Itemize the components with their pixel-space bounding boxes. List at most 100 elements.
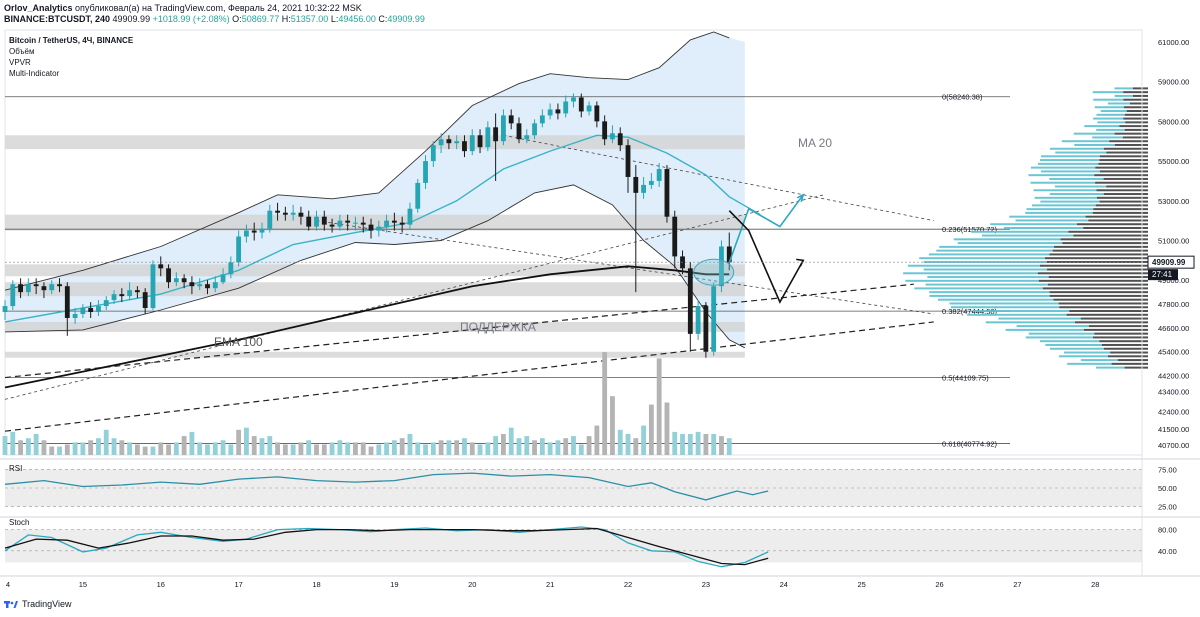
candle-body [298,212,304,217]
zone-0 [5,135,745,150]
volume-bar [633,438,639,455]
annotation-ma20: MA 20 [798,136,832,150]
candle [430,141,436,168]
volume-bar [454,440,460,455]
volume-bar [602,352,608,455]
volume-bar [493,436,499,455]
candle-body [415,182,421,209]
stoch-level-label: 80.00 [1158,526,1177,535]
candle-body [360,222,366,225]
trendline-support-lower [4,321,934,432]
vpvr-bar-up [1049,177,1104,180]
candle-body [563,101,569,114]
price-tick: 58000.00 [1158,117,1189,126]
vpvr-bar-up [1093,117,1124,120]
candle-body [469,135,475,152]
price-tick: 61000.00 [1158,38,1189,47]
vpvr-bar-down [1059,306,1148,309]
volume-bar [610,396,615,455]
candle-body [524,135,530,140]
candle-body [49,284,55,291]
candle-body [306,216,312,227]
close-label: C: [378,14,388,24]
candle [236,230,242,267]
candle-body [33,284,39,287]
tradingview-footer[interactable]: TradingView [4,599,72,609]
rsi-band [5,469,1142,507]
volume-bar [586,436,592,455]
vpvr-bar-down [1114,143,1148,146]
volume-bar [134,444,140,455]
fib-label-0: 0(58240.38) [942,93,983,102]
volume-bar [625,434,631,455]
vpvr-bar-down [1122,136,1148,139]
volume-bar [244,427,249,455]
indicator-volume[interactable]: Объём [9,47,35,56]
candle-body [251,230,257,233]
candle-body [57,284,62,287]
vpvr-bar-up [1097,121,1126,124]
candle [134,286,140,299]
vpvr-bar-up [1100,110,1127,113]
vpvr-bar-up [1096,128,1125,131]
vpvr-bar-up [1037,162,1099,165]
vpvr-bar-down [1088,325,1148,328]
low-label: L: [330,14,339,24]
indicator-vpvr[interactable]: VPVR [9,58,31,67]
vpvr-bar-down [1038,279,1148,282]
vpvr-bar-up [1093,98,1124,101]
candle [337,214,343,231]
bollinger-lower [4,184,746,349]
candle [695,300,701,340]
vpvr-bar-up [1067,362,1112,365]
vpvr-bar-down [1073,234,1148,237]
vpvr-bar-down [1088,219,1148,222]
volume-bar [88,440,94,455]
x-tick: 24 [780,580,788,589]
candle [532,119,537,140]
candle-body [555,109,561,114]
candle [88,302,94,318]
x-tick: 28 [1091,580,1099,589]
volume-bar [711,434,717,455]
candle-body [695,306,701,334]
candle [111,290,117,305]
stoch-d-line [4,527,769,566]
vpvr-bar-up [1096,113,1125,116]
candle-body [189,282,195,287]
projection-bullish [728,194,804,263]
vpvr-bar-down [1066,313,1148,316]
vpvr-bar-down [1132,94,1148,97]
candle-body [345,220,351,223]
volume-bar [72,442,78,455]
candle-body [664,169,670,217]
price-tick: 41500.00 [1158,425,1189,434]
volume-bar [41,440,47,455]
vpvr-bar-up [919,257,1046,260]
candle [633,165,639,293]
vpvr-bar-up [1030,166,1096,169]
volume-bar [687,434,693,455]
trendline-channel [4,194,824,400]
last-price-tag [1147,255,1195,269]
volume-bar [485,442,491,455]
vpvr-bar-up [1016,325,1089,328]
fib-label-4: 0.618(40774.92) [942,440,998,449]
candle-body [610,133,615,140]
volume-bar [430,442,436,455]
x-tick: 21 [546,580,554,589]
candle-body [462,141,467,152]
vpvr-bar-down [1049,291,1148,294]
candle [656,163,662,187]
candle-body [10,284,16,307]
candle [2,300,8,320]
x-tick: 18 [312,580,320,589]
volume-bar [641,425,647,455]
volume-bar [64,444,70,455]
price-change: +1018.99 (+2.08%) [152,14,230,24]
vpvr-bar-down [1080,317,1148,320]
candle-body [617,133,623,146]
volume-bar [166,444,171,455]
indicator-multi[interactable]: Multi-Indicator [9,69,60,78]
